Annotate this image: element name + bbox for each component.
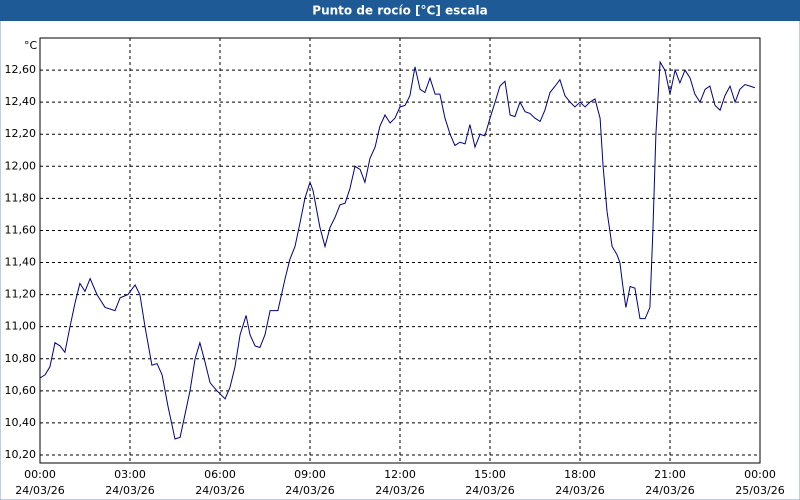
y-tick-label: 12,20 (5, 127, 37, 140)
x-tick-date: 25/03/26 (735, 484, 784, 497)
y-tick-label: 10,60 (5, 384, 37, 397)
data-line (39, 60, 756, 440)
y-tick-label: 10,20 (5, 448, 37, 461)
x-tick-label: 00:00 (24, 468, 56, 481)
x-tick-label: 18:00 (564, 468, 596, 481)
y-tick-label: 12,60 (5, 63, 37, 76)
x-tick-label: 21:00 (654, 468, 686, 481)
x-tick-label: 06:00 (204, 468, 236, 481)
y-tick-label: 10,80 (5, 352, 37, 365)
y-tick-label: 12,00 (5, 159, 37, 172)
x-tick-date: 24/03/26 (15, 484, 64, 497)
x-tick-label: 15:00 (474, 468, 506, 481)
y-tick-label: 11,40 (5, 256, 37, 269)
x-tick-label: 12:00 (384, 468, 416, 481)
y-tick-label: 11,00 (5, 320, 37, 333)
x-tick-date: 24/03/26 (285, 484, 334, 497)
y-tick-label: 11,20 (5, 288, 37, 301)
chart-title: Punto de rocío [°C] escala (312, 4, 487, 18)
y-unit: °C (24, 39, 38, 52)
x-tick-date: 24/03/26 (555, 484, 604, 497)
x-tick-date: 24/03/26 (465, 484, 514, 497)
title-bar (0, 0, 800, 21)
y-tick-label: 10,40 (5, 416, 37, 429)
x-tick-date: 24/03/26 (195, 484, 244, 497)
y-tick-label: 11,60 (5, 223, 37, 236)
x-tick-date: 24/03/26 (645, 484, 694, 497)
x-tick-label: 00:00 (744, 468, 776, 481)
y-tick-label: 11,80 (5, 191, 37, 204)
x-tick-date: 24/03/26 (375, 484, 424, 497)
x-tick-label: 09:00 (294, 468, 326, 481)
y-tick-label: 12,40 (5, 95, 37, 108)
x-tick-label: 03:00 (114, 468, 146, 481)
x-tick-date: 24/03/26 (105, 484, 154, 497)
